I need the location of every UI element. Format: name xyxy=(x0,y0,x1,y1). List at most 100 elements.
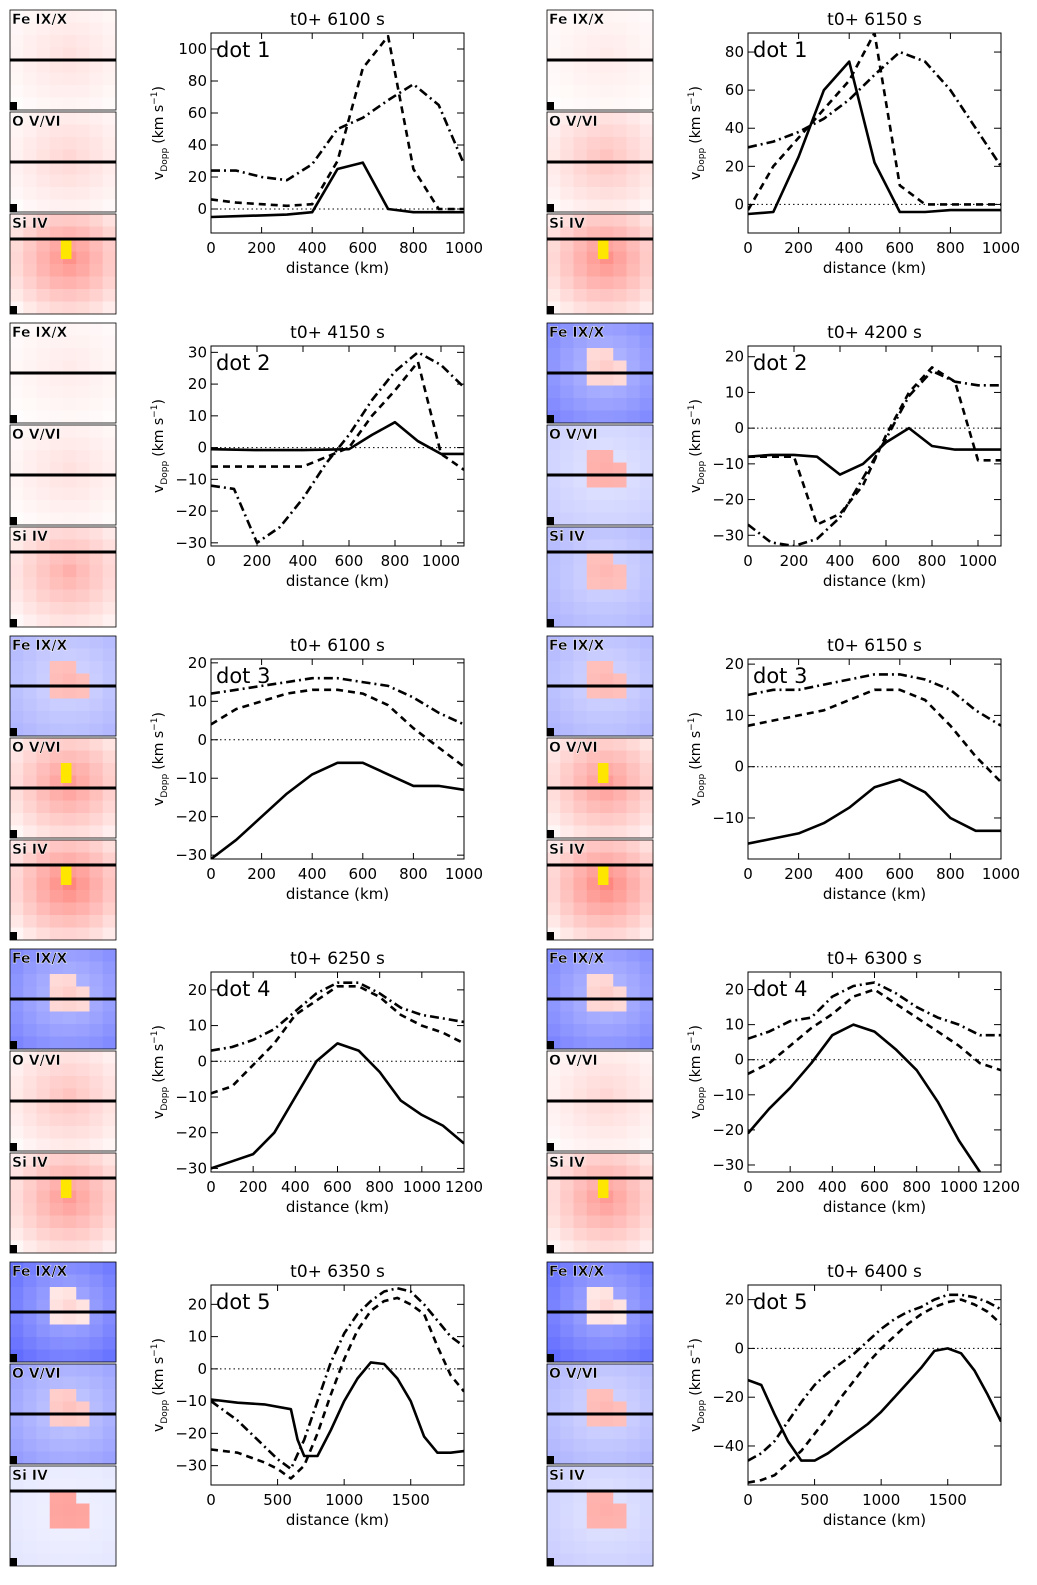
thumbnail-cell xyxy=(600,487,614,501)
thumbnail-cell xyxy=(49,552,64,565)
y-tick-label: 0 xyxy=(734,1339,744,1357)
thumbnail-cell xyxy=(89,425,104,438)
thumbnail-cell xyxy=(49,149,64,163)
thumbnail-cell xyxy=(49,112,64,125)
thumbnail-cell xyxy=(76,162,90,175)
thumbnail-cell xyxy=(573,673,588,687)
thumbnail-cell xyxy=(102,986,117,1000)
thumbnail-cell xyxy=(586,112,601,125)
x-tick-label: 1000 xyxy=(445,239,483,257)
thumbnail-cell xyxy=(626,865,641,878)
thumbnail-cell xyxy=(76,289,90,302)
thumbnail-cell xyxy=(89,437,104,451)
thumbnail-cell xyxy=(613,1364,627,1377)
plot-frame xyxy=(747,971,1002,1173)
y-axis-label: vDopp(km s−1) xyxy=(150,1025,170,1119)
thumbnail-cell xyxy=(573,527,588,540)
thumbnail-cell xyxy=(573,1414,588,1427)
thumbnail-cell xyxy=(547,1503,561,1517)
thumbnail-cell xyxy=(560,1553,574,1567)
thumbnail-cell xyxy=(49,1076,64,1089)
thumbnail-cell xyxy=(613,1011,627,1025)
thumbnail-cell xyxy=(10,500,24,513)
y-axis-label: vDopp(km s−1) xyxy=(687,399,707,493)
y-axis-label-unit: (km s xyxy=(151,1357,167,1396)
thumbnail-cell xyxy=(76,462,90,476)
thumbnail-cell xyxy=(76,961,90,975)
thumbnail-cell xyxy=(63,961,77,975)
thumbnail-cell xyxy=(626,661,641,674)
thumbnail-cell xyxy=(63,1401,77,1415)
thumbnail-corner-marker xyxy=(547,517,554,525)
thumbnail-cell xyxy=(23,661,37,674)
thumbnail-cell xyxy=(89,1389,104,1402)
thumbnail-corner-marker xyxy=(547,415,554,423)
thumbnail-cell xyxy=(586,1541,601,1554)
thumbnail-cell xyxy=(10,1389,24,1402)
thumbnail-cell xyxy=(89,890,104,903)
thumbnail-cell xyxy=(36,1516,51,1529)
thumbnail-cell xyxy=(49,577,64,590)
thumbnail-cell xyxy=(63,72,77,86)
thumbnail-cell xyxy=(76,750,90,764)
thumbnail-core xyxy=(60,763,72,783)
thumbnail-cell xyxy=(23,1024,37,1037)
thumbnail-cell xyxy=(23,788,37,801)
thumbnail-cell xyxy=(10,385,24,399)
thumbnail-cell xyxy=(639,149,654,163)
thumbnail-cell xyxy=(63,487,77,501)
thumbnail-cell xyxy=(600,1426,614,1440)
y-axis-label-exp: −1 xyxy=(687,1031,697,1044)
thumbnail-cell xyxy=(573,1178,588,1191)
thumbnail-cell xyxy=(102,385,117,399)
thumbnail-cell xyxy=(639,410,654,424)
y-tick-label: 20 xyxy=(725,655,744,673)
x-tick-label: 0 xyxy=(743,1491,753,1509)
thumbnail-cell xyxy=(10,961,24,975)
thumbnail-cell xyxy=(600,174,614,188)
series-line-solid xyxy=(748,426,1001,476)
thumbnail-cell xyxy=(36,35,51,48)
thumbnail-cell xyxy=(89,974,104,987)
thumbnail-cell xyxy=(560,398,574,411)
thumbnail-cell xyxy=(639,264,654,277)
thumbnail-cell xyxy=(613,527,627,540)
thumbnail-cell xyxy=(560,112,574,125)
thumbnail-cell xyxy=(36,986,51,1000)
chart-title: t0+ 6400 s xyxy=(827,1262,922,1282)
thumbnail-cell xyxy=(639,373,654,386)
thumbnail-cell xyxy=(547,865,561,878)
thumbnail-cell xyxy=(586,738,601,751)
thumbnail-cell xyxy=(23,589,37,603)
thumbnail-cell xyxy=(102,1466,117,1479)
thumbnail-cell xyxy=(10,1088,24,1102)
thumbnail-cell xyxy=(560,1389,574,1402)
thumbnail-cell xyxy=(36,1364,51,1377)
thumbnail-cell xyxy=(89,1262,104,1275)
thumbnail-cell xyxy=(89,636,104,649)
thumbnail-cell xyxy=(626,137,641,150)
thumbnail-cell xyxy=(36,552,51,565)
thumbnail-cell xyxy=(600,373,614,386)
thumbnail-cell xyxy=(560,915,574,928)
line-chart: t0+ 6350 s0 500 1000 1500−30−20−1001020dist… xyxy=(150,1262,465,1529)
thumbnail-cell xyxy=(102,1165,117,1179)
thumbnail-cell xyxy=(639,1011,654,1025)
y-axis-label: vDopp(km s−1) xyxy=(687,712,707,806)
thumbnail-cell xyxy=(10,750,24,764)
thumbnail-cell xyxy=(586,1011,601,1025)
thumbnail-cell xyxy=(63,1349,77,1363)
thumbnail-cell xyxy=(547,1165,561,1179)
thumbnail-cell xyxy=(89,915,104,928)
thumbnail-ov: O V/VI xyxy=(546,111,654,213)
thumbnail-cell xyxy=(600,1451,614,1465)
thumbnail-cell xyxy=(10,999,24,1012)
thumbnail-cell xyxy=(76,589,90,603)
thumbnail-cell xyxy=(63,915,77,928)
thumbnail-cell xyxy=(89,527,104,540)
thumbnail-cell xyxy=(36,462,51,476)
y-tick-label: 20 xyxy=(725,981,744,999)
thumbnail-cell xyxy=(49,813,64,826)
thumbnail-cell xyxy=(76,1274,90,1288)
thumbnail-cell xyxy=(76,738,90,751)
